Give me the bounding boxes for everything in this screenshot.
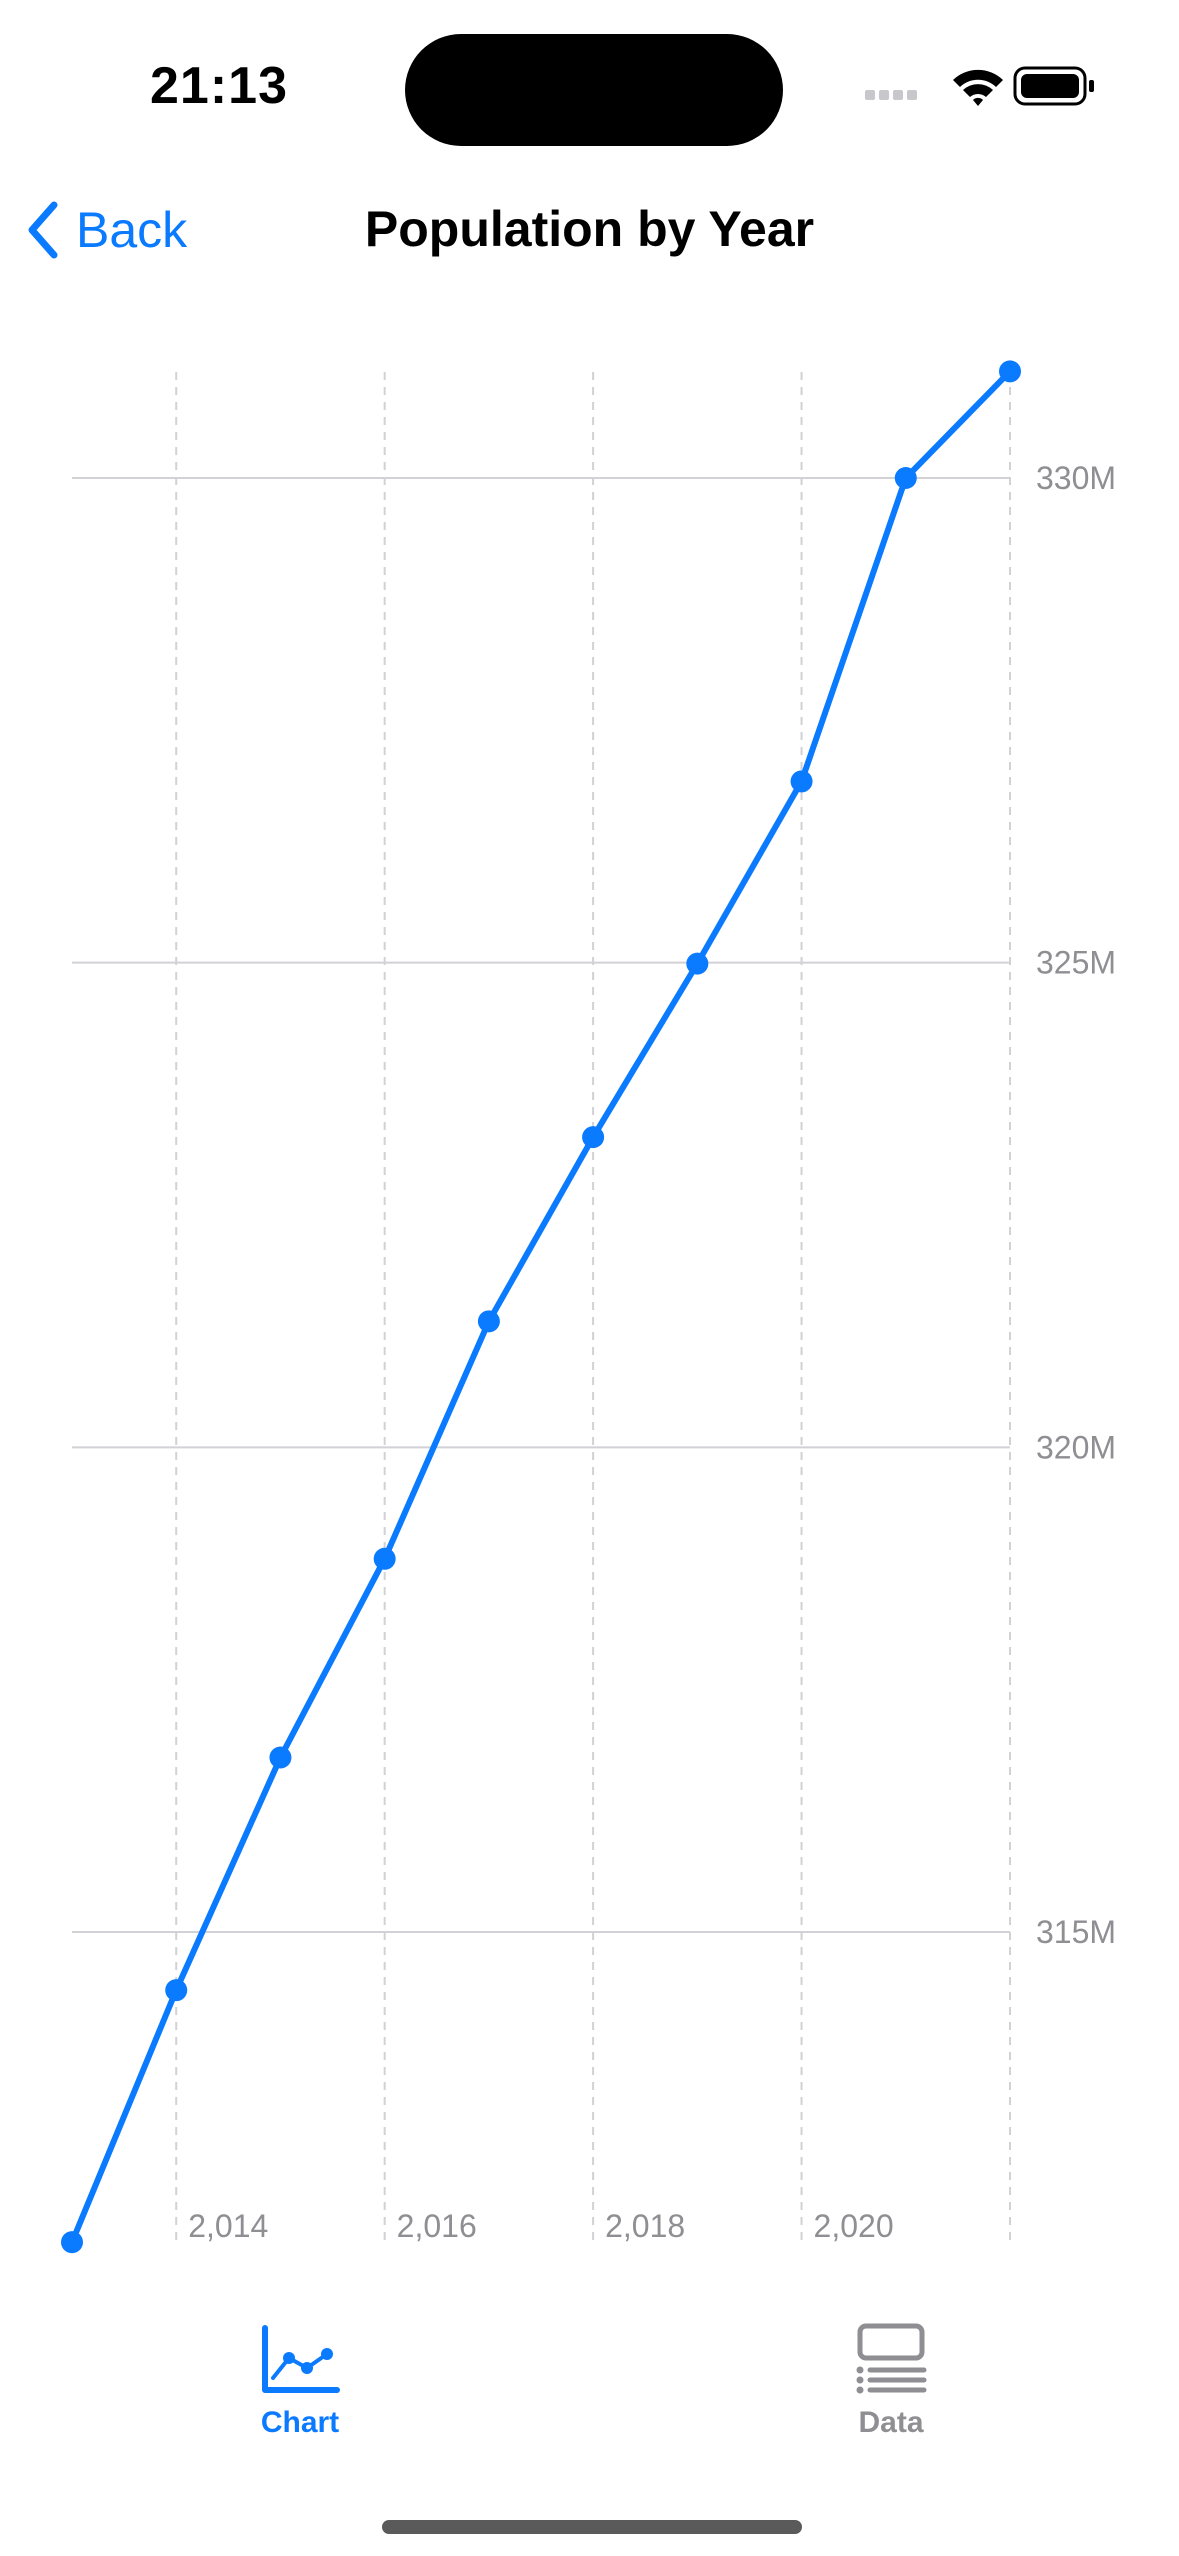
status-time: 21:13 (150, 57, 288, 115)
chart-svg: 315M 320M 325M 330M 2,014 2,016 2,018 2,020 (61, 360, 1116, 2254)
x-tick-label: 2,016 (397, 2208, 477, 2244)
navigation-bar: Back Population by Year (0, 180, 1179, 280)
status-bar: 21:13 (0, 0, 1179, 170)
tab-bar: Chart Data (0, 2300, 1179, 2556)
data-point (790, 770, 813, 793)
series-line (69, 368, 1013, 2246)
data-point (373, 1547, 396, 1570)
tab-data[interactable]: Data (781, 2320, 1001, 2470)
status-icons (865, 66, 1094, 106)
chevron-left-icon (28, 201, 58, 259)
y-tick-label: 315M (1036, 1914, 1116, 1950)
home-indicator (382, 2520, 802, 2534)
line-chart-icon (262, 2325, 340, 2393)
data-list-icon (856, 2323, 927, 2394)
x-tick-label: 2,018 (605, 2208, 685, 2244)
x-tick-label: 2,014 (188, 2208, 268, 2244)
cellular-signal-icon (865, 90, 917, 100)
y-tick-label: 325M (1036, 945, 1116, 981)
data-point (582, 1126, 605, 1149)
back-label: Back (76, 202, 188, 258)
y-tick-label: 330M (1036, 460, 1116, 496)
data-point (61, 2231, 83, 2254)
tab-data-label: Data (858, 2406, 924, 2439)
data-point (165, 1979, 188, 2002)
y-tick-label: 320M (1036, 1429, 1116, 1465)
data-point (894, 467, 917, 489)
wifi-icon (953, 69, 1003, 106)
line-chart: 315M 320M 325M 330M 2,014 2,016 2,018 2,020 (0, 300, 1179, 2260)
data-point (999, 360, 1021, 383)
x-tick-label: 2,020 (814, 2208, 894, 2244)
tab-chart-label: Chart (260, 2406, 340, 2439)
data-point (477, 1310, 500, 1333)
tab-chart[interactable]: Chart (190, 2320, 410, 2470)
data-point (686, 952, 709, 975)
data-point (269, 1746, 292, 1769)
page-title: Population by Year (364, 201, 815, 257)
back-button[interactable]: Back (26, 192, 187, 268)
dynamic-island (405, 34, 783, 146)
battery-icon (1013, 66, 1094, 106)
